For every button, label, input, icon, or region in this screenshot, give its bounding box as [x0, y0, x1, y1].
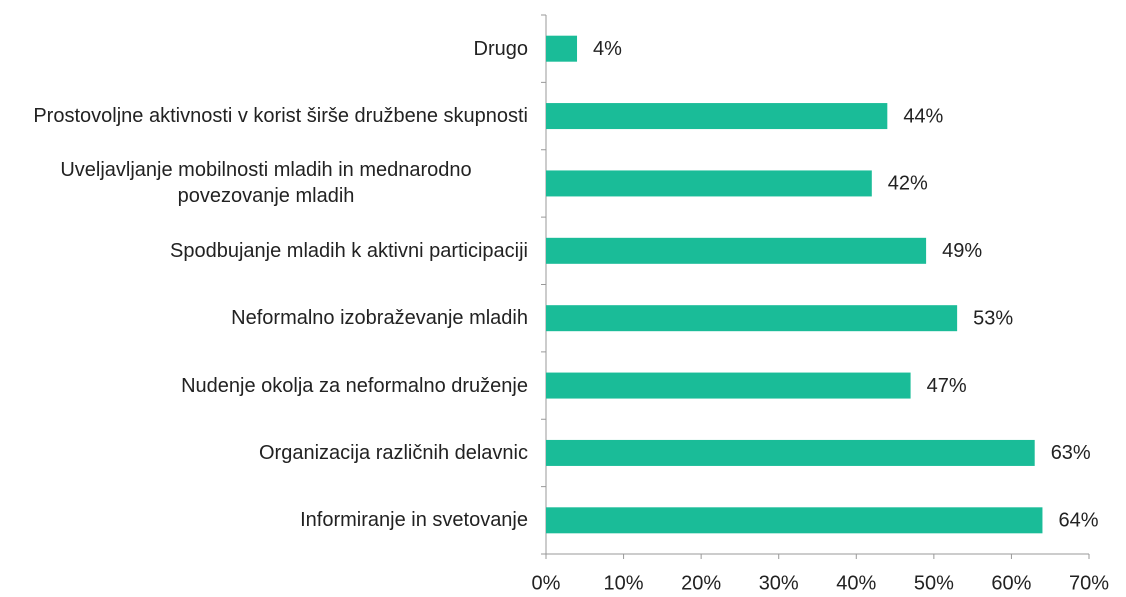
- x-tick-label: 60%: [991, 572, 1031, 594]
- value-label: 64%: [1058, 510, 1098, 532]
- category-label: Nudenje okolja za neformalno druženje: [181, 374, 528, 397]
- value-label: 49%: [942, 240, 982, 262]
- bar: [546, 305, 958, 332]
- value-label: 4%: [593, 38, 622, 60]
- category-label-box: Nudenje okolja za neformalno druženje: [4, 352, 528, 419]
- value-label: 63%: [1051, 442, 1091, 464]
- bar: [546, 103, 888, 130]
- bar: [546, 237, 927, 264]
- bar: [546, 35, 578, 62]
- category-label-box: Prostovoljne aktivnosti v korist širše d…: [4, 83, 528, 150]
- x-tick-label: 30%: [759, 572, 799, 594]
- category-label-box: Neformalno izobraževanje mladih: [4, 285, 528, 352]
- value-label: 47%: [927, 375, 967, 397]
- bar: [546, 170, 872, 197]
- category-label: Prostovoljne aktivnosti v korist širše d…: [33, 105, 528, 128]
- bar: [546, 507, 1043, 534]
- category-label-box: Organizacija različnih delavnic: [4, 419, 528, 486]
- category-label: Organizacija različnih delavnic: [258, 441, 528, 464]
- x-tick-label: 10%: [604, 572, 644, 594]
- category-label-box: Uveljavljanje mobilnosti mladih in medna…: [4, 150, 528, 217]
- x-tick-label: 0%: [532, 572, 561, 594]
- category-label-box: Drugo: [4, 15, 528, 82]
- value-label: 53%: [973, 307, 1013, 329]
- bar: [546, 439, 1035, 466]
- category-label: Drugo: [473, 37, 528, 60]
- category-label: Neformalno izobraževanje mladih: [231, 307, 528, 330]
- x-tick-label: 70%: [1069, 572, 1109, 594]
- x-tick-label: 20%: [681, 572, 721, 594]
- x-tick-label: 50%: [914, 572, 954, 594]
- category-label: Spodbujanje mladih k aktivni participaci…: [170, 239, 528, 262]
- value-label: 42%: [888, 173, 928, 195]
- x-tick-label: 40%: [836, 572, 876, 594]
- value-label: 44%: [903, 105, 943, 127]
- category-label: Uveljavljanje mobilnosti mladih in medna…: [60, 159, 472, 208]
- category-label-box: Informiranje in svetovanje: [4, 487, 528, 554]
- category-label: Informiranje in svetovanje: [300, 509, 528, 532]
- bar: [546, 372, 911, 399]
- category-label-box: Spodbujanje mladih k aktivni participaci…: [4, 217, 528, 284]
